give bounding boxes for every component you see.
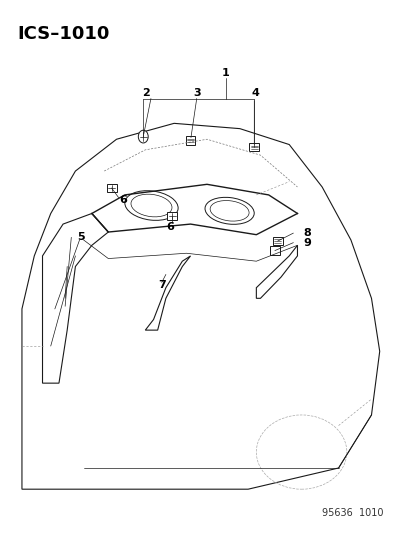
Text: 95636  1010: 95636 1010 bbox=[321, 508, 383, 519]
Text: 9: 9 bbox=[303, 238, 311, 248]
Polygon shape bbox=[269, 246, 280, 255]
Text: 5: 5 bbox=[77, 232, 85, 243]
Text: 3: 3 bbox=[193, 87, 200, 98]
Polygon shape bbox=[185, 136, 195, 144]
Polygon shape bbox=[167, 212, 176, 220]
Text: 1: 1 bbox=[221, 68, 229, 78]
Polygon shape bbox=[272, 237, 282, 245]
Text: 4: 4 bbox=[251, 87, 259, 98]
Text: 6: 6 bbox=[166, 222, 173, 232]
Text: ICS–1010: ICS–1010 bbox=[18, 25, 110, 43]
Text: 6: 6 bbox=[119, 195, 126, 205]
Circle shape bbox=[138, 130, 148, 143]
Text: 8: 8 bbox=[303, 228, 311, 238]
Polygon shape bbox=[107, 184, 116, 192]
Polygon shape bbox=[249, 143, 259, 151]
Text: 7: 7 bbox=[157, 280, 165, 290]
Text: 2: 2 bbox=[142, 87, 150, 98]
